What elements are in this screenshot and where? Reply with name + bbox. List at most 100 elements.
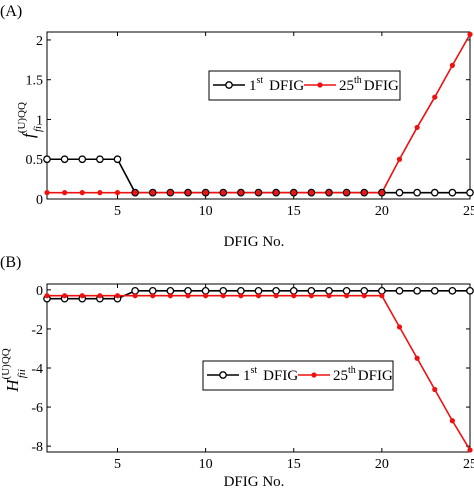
panel-a-xlabel: DFIG No. bbox=[224, 234, 285, 250]
panel-b-series-2-point bbox=[379, 293, 385, 299]
panel-a-series-2-point bbox=[308, 190, 314, 196]
panel-a: (A) f(U)QQ fi 5 10 15 20 25 0 0.5 1 1.5 2 DFIG No.… bbox=[0, 3, 474, 250]
panel-b-series-1-point bbox=[378, 286, 386, 295]
panel-a-series-2-point bbox=[396, 156, 403, 162]
panel-a-xtick-label: 15 bbox=[287, 204, 301, 219]
panel-a-series-2-point bbox=[203, 190, 209, 196]
panel-b-series-2-point bbox=[361, 293, 367, 299]
panel-a-legend-label-1: 1st DFIG bbox=[249, 75, 304, 94]
panel-b-xlabel: DFIG No. bbox=[224, 474, 285, 490]
panel-a-ylabel: f(U)QQ fi bbox=[16, 102, 44, 138]
panel-b-series-1-point bbox=[148, 286, 157, 295]
panel-b-xtick-label: 10 bbox=[199, 457, 213, 472]
panel-a-series-2-point bbox=[326, 190, 332, 196]
panel-a-frame bbox=[46, 31, 471, 200]
panel-b-series-2-point bbox=[203, 293, 209, 299]
panel-b-series-2-point bbox=[291, 293, 297, 299]
panel-b-legend-label-2: 25th DFIG bbox=[333, 365, 393, 384]
panel-a-series-1-point bbox=[466, 188, 474, 197]
panel-b-series-2-point bbox=[44, 293, 50, 299]
panel-b-series-1-point bbox=[325, 286, 333, 295]
panel-a-series-2-point bbox=[44, 190, 50, 196]
panel-a-legend-label-2: 25th DFIG bbox=[339, 75, 399, 94]
panel-a-series-1-point bbox=[113, 155, 122, 164]
panel-b-series-1-point bbox=[466, 286, 474, 295]
panel-b-xtick-label: 15 bbox=[287, 457, 301, 472]
panel-b-series-2-point bbox=[150, 293, 156, 299]
panel-b-series-1-point bbox=[201, 286, 210, 295]
panel-a-series-2-point bbox=[167, 190, 173, 196]
panel-a-label: (A) bbox=[0, 3, 22, 20]
panel-b-ytick-label: -4 bbox=[31, 362, 43, 377]
panel-b-series-2-point bbox=[414, 355, 420, 361]
panel-a-ytick-label: 0.5 bbox=[26, 153, 44, 168]
panel-a-xtick-label: 5 bbox=[114, 204, 121, 219]
panel-a-series-2-point bbox=[361, 190, 367, 196]
panel-a-series-1-point bbox=[395, 188, 404, 197]
panel-a-legend: 1st DFIG 25th DFIG bbox=[208, 70, 401, 101]
panel-a-series-2-point bbox=[132, 190, 138, 196]
panel-b-legend-marker-2 bbox=[311, 372, 317, 378]
panel-a-ytick-label: 1 bbox=[36, 113, 43, 128]
panel-a-xtick-label: 25 bbox=[463, 204, 474, 219]
panel-b-xtick-label: 5 bbox=[114, 457, 121, 472]
panel-a-series-2-point bbox=[273, 190, 279, 196]
panel-b-ytick-label: -2 bbox=[31, 323, 43, 338]
panel-b-series-2-point bbox=[79, 293, 85, 299]
panel-b-series-2-point bbox=[255, 293, 262, 299]
panel-a-xtick-label: 10 bbox=[199, 204, 213, 219]
panel-a-series-2-point bbox=[185, 190, 191, 196]
panel-b-series-2-point bbox=[326, 293, 332, 299]
panel-b-series-2-point bbox=[238, 293, 244, 299]
panel-b-series-1-point bbox=[131, 286, 139, 295]
panel-b-series-2-point bbox=[396, 324, 403, 330]
panel-a-series-2-point bbox=[97, 190, 103, 196]
panel-b-series-2-point bbox=[167, 293, 173, 299]
panel-b-series-2-point bbox=[220, 293, 226, 299]
panel-a-xtick-label: 20 bbox=[375, 204, 389, 219]
panel-b-series-2-point bbox=[132, 293, 138, 299]
panel-a-series-2-point bbox=[291, 190, 297, 196]
panel-a-ytick-label: 0 bbox=[36, 193, 43, 208]
panel-a-legend-marker-2 bbox=[317, 82, 323, 88]
panel-b-series-2-point bbox=[449, 418, 455, 424]
panel-a-series-2-point bbox=[114, 190, 121, 196]
panel-a-series-1-point bbox=[96, 155, 104, 164]
panel-b-series-1-point bbox=[395, 286, 404, 295]
panel-b-legend-marker-1 bbox=[219, 371, 227, 379]
panel-b-series-1-point bbox=[184, 286, 192, 295]
panel-a-series-1-point bbox=[78, 155, 87, 164]
panel-b-legend-label-1: 1st DFIG bbox=[243, 365, 298, 384]
panel-b-series-1-point bbox=[430, 286, 439, 295]
panel-b-ytick-label: 0 bbox=[36, 284, 43, 299]
panel-a-ytick-label: 1.5 bbox=[26, 74, 44, 89]
panel-a-series-2-point bbox=[238, 190, 244, 196]
panel-b: (B) H(U)QQ fii 5 10 15 20 25 0 -2 -4 -6 -8 DFIG No… bbox=[0, 254, 474, 490]
panel-a-series-1-point bbox=[60, 155, 69, 164]
panel-a-series-2-point bbox=[432, 94, 438, 100]
panel-b-series-1-point bbox=[448, 286, 457, 295]
panel-b-series-1-point bbox=[272, 286, 280, 295]
panel-b-legend: 1st DFIG 25th DFIG bbox=[202, 360, 394, 391]
panel-a-series-2-point bbox=[79, 190, 85, 196]
panel-b-series-1-point bbox=[219, 286, 228, 295]
panel-b-series-2-point bbox=[308, 293, 314, 299]
panel-b-series-1-point bbox=[254, 286, 263, 295]
panel-a-series-1-point bbox=[43, 155, 51, 164]
panel-b-series-2-point bbox=[114, 293, 121, 299]
panel-a-series-2-point bbox=[414, 124, 420, 131]
panel-b-series-2-point bbox=[97, 293, 103, 299]
panel-b-series-2-point bbox=[344, 293, 350, 299]
panel-a-series-2-point bbox=[255, 190, 262, 196]
panel-b-series-1-point bbox=[289, 286, 298, 295]
panel-a-series-2-point bbox=[150, 190, 156, 196]
panel-a-series-2-line bbox=[47, 33, 471, 194]
panel-b-series-1-point bbox=[360, 286, 369, 295]
panel-a-series-2-point bbox=[449, 62, 455, 68]
panel-b-series-1-point bbox=[342, 286, 351, 295]
panel-a-series-2-point bbox=[467, 31, 473, 37]
panel-a-series-1-point bbox=[430, 188, 439, 197]
panel-b-series-2-point bbox=[62, 293, 68, 299]
panel-b-series-2-point bbox=[185, 293, 191, 299]
